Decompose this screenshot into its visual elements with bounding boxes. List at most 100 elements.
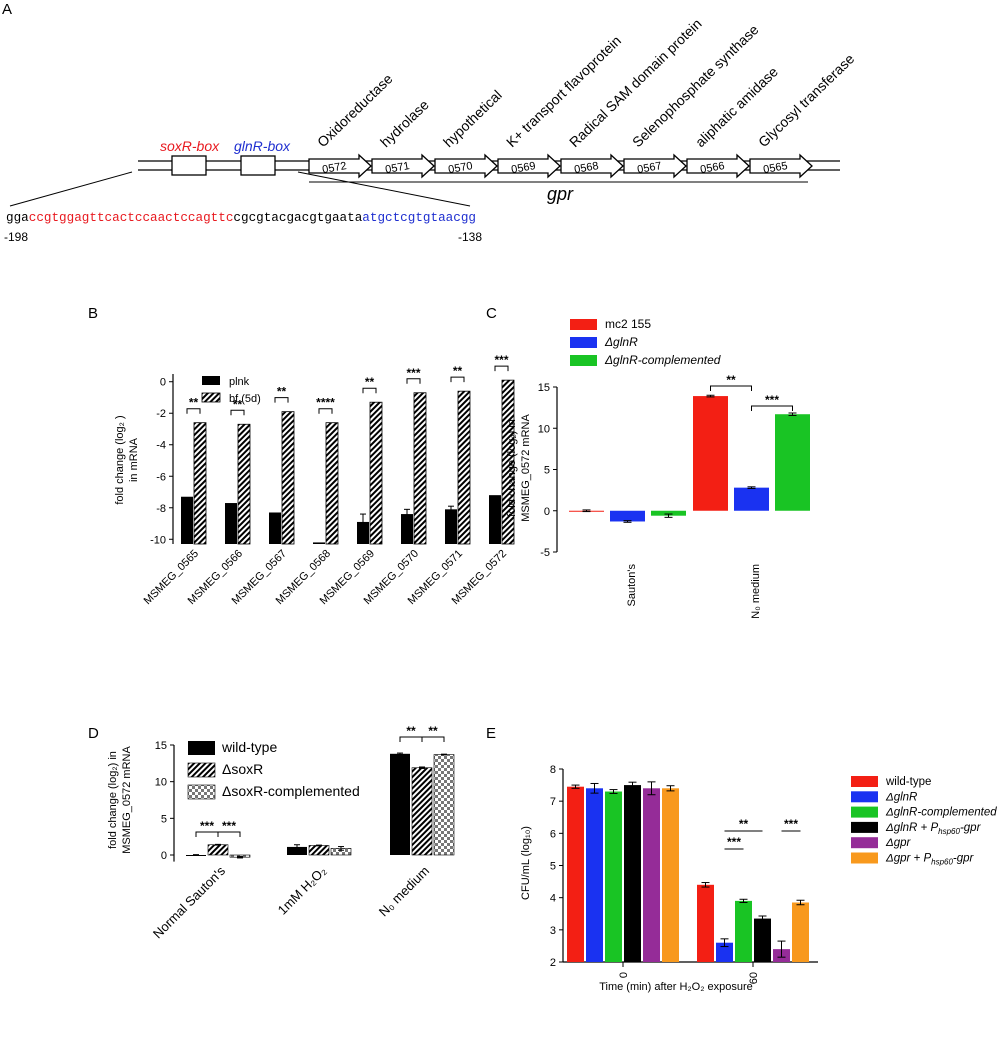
- category-label: N₀ medium: [376, 863, 432, 919]
- bar-plnk: [181, 496, 193, 544]
- significance-label: ***: [222, 819, 236, 833]
- legend-label: ΔglnR + Phsp60-gpr: [885, 822, 982, 836]
- bar-1: [411, 767, 433, 856]
- bar-3: [754, 918, 771, 962]
- bar-bf5d: [325, 422, 339, 545]
- legend-swatch: [851, 837, 878, 849]
- bar-1: [308, 845, 330, 856]
- gene-arrow: [560, 153, 624, 179]
- bar-bf5d: [193, 422, 207, 545]
- significance-label: ****: [316, 396, 335, 410]
- bar-bf5d: [281, 411, 295, 545]
- category-label: Sauton's: [626, 564, 638, 607]
- bar-plnk: [225, 503, 237, 544]
- bar-bf5d: [457, 390, 471, 545]
- significance-label: ***: [784, 817, 798, 831]
- gene-arrow: [686, 153, 750, 179]
- legend-label: ΔglnR-complemented: [604, 353, 721, 367]
- legend-swatch-bf5d: [201, 392, 221, 403]
- bar-2: [735, 900, 752, 962]
- glnr-box-label: glnR-box: [234, 138, 291, 154]
- y-tick-label: 15: [155, 740, 167, 752]
- significance-bracket: [710, 385, 752, 391]
- bar-bf5d: [237, 423, 251, 545]
- bar-bf5d: [501, 379, 515, 545]
- bar-bf5d: [413, 392, 427, 545]
- legend-swatch: [851, 806, 878, 818]
- legend-label: ΔglnR-complemented: [885, 807, 997, 819]
- bar-1: [716, 942, 733, 962]
- y-tick-label: 8: [550, 764, 556, 776]
- legend-label: wild-type: [885, 776, 931, 788]
- significance-bracket: [494, 365, 509, 372]
- significance-label: **: [233, 397, 243, 411]
- significance-label: **: [726, 373, 736, 387]
- legend-label: Δgpr + Phsp60-gpr: [885, 853, 975, 867]
- y-tick-label: 10: [155, 777, 167, 789]
- legend-swatch: [570, 319, 597, 330]
- bar-plnk: [313, 542, 325, 544]
- x-axis-title: Time (min) after H₂O₂ exposure: [599, 981, 753, 993]
- gene-id-label: 0570: [447, 160, 473, 176]
- y-tick-label: 0: [160, 377, 166, 389]
- y-tick-label: -2: [156, 408, 166, 420]
- bar-0: [287, 846, 307, 855]
- gene-arrow: [308, 153, 372, 179]
- category-label: N₀ medium: [750, 564, 762, 619]
- bar-5: [662, 788, 679, 962]
- legend-label-bf5d: bf (5d): [229, 393, 261, 405]
- bar-1: [734, 487, 769, 511]
- zoom-line-right: [297, 171, 471, 207]
- y-axis-title: fold change (log₂) in: [107, 751, 119, 849]
- gene-product-label: Radical SAM domain protein: [566, 15, 705, 150]
- legend-swatch: [851, 852, 878, 864]
- y-tick-label: 7: [550, 796, 556, 808]
- significance-bracket: [186, 408, 201, 414]
- legend-swatch: [187, 784, 216, 800]
- x-tick-label: 60: [748, 972, 760, 984]
- gene-id-label: 0571: [384, 160, 410, 176]
- gene-arrow: [434, 153, 498, 179]
- significance-label: **: [189, 396, 199, 410]
- bar-0: [693, 396, 728, 511]
- legend-swatch: [570, 355, 597, 366]
- legend-label: ΔsoxR: [222, 761, 263, 777]
- gpr-label: gpr: [547, 184, 574, 204]
- y-axis-title: MSMEG_0572 mRNA: [121, 746, 133, 854]
- bar-plnk: [489, 495, 501, 544]
- category-label: Normal Sauton's: [150, 863, 229, 942]
- gene-product-label: hydrolase: [377, 96, 432, 150]
- gene-product-label: Selenophosphate synthase: [629, 21, 762, 150]
- gene-id-label: 0568: [573, 160, 599, 176]
- bar-plnk: [357, 521, 369, 544]
- panel-letter-e: E: [486, 725, 496, 742]
- significance-bracket: [217, 831, 241, 837]
- bar-plnk: [445, 509, 457, 544]
- legend-label: ΔsoxR-complemented: [222, 783, 360, 799]
- y-axis-title: fold change (log₂ ): [114, 415, 126, 504]
- bar-1: [207, 844, 229, 856]
- y-tick-label: 5: [544, 465, 550, 477]
- significance-label: **: [277, 385, 287, 399]
- y-axis-title: in mRNA: [128, 437, 140, 482]
- y-tick-label: 3: [550, 925, 556, 937]
- panel-letter-c: C: [486, 305, 497, 322]
- significance-label: ***: [727, 835, 741, 849]
- x-tick-label: 0: [618, 972, 630, 978]
- zoom-line-left: [9, 171, 133, 207]
- significance-label: **: [428, 724, 438, 738]
- bar-4: [643, 788, 660, 962]
- significance-bracket: [751, 405, 793, 411]
- y-axis-title: MSMEG_0572 mRNA: [520, 414, 532, 522]
- legend-label: Δgpr: [885, 837, 912, 849]
- legend-swatch-plnk: [202, 376, 220, 385]
- significance-bracket: [421, 736, 445, 742]
- y-tick-label: 10: [538, 423, 550, 435]
- glnr-box: [240, 155, 276, 176]
- y-tick-label: 2: [550, 957, 556, 969]
- legend-label-plnk: plnk: [229, 376, 250, 388]
- y-tick-label: 0: [544, 506, 550, 518]
- legend-swatch: [570, 337, 597, 348]
- gene-product-label: K+ transport flavoprotein: [503, 32, 624, 150]
- y-tick-label: -10: [150, 534, 166, 546]
